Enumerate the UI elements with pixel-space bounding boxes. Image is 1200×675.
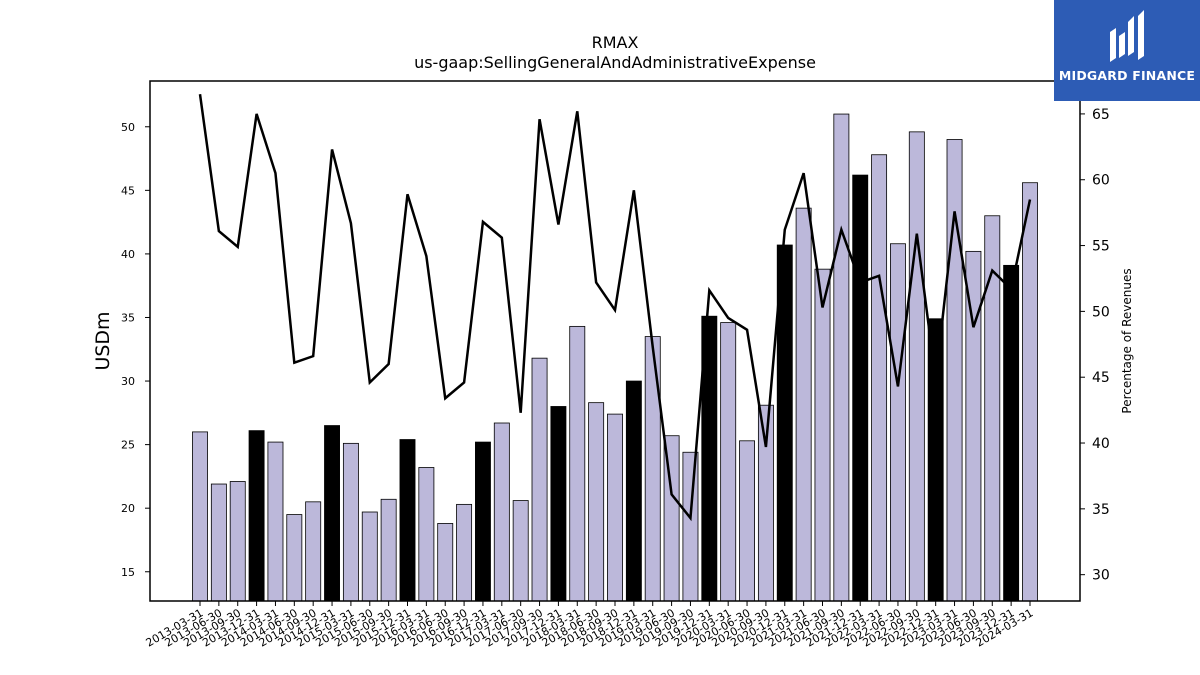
bar bbox=[550, 406, 567, 602]
bar bbox=[965, 250, 982, 602]
bar bbox=[739, 440, 755, 602]
bar bbox=[437, 523, 454, 602]
bar bbox=[305, 501, 322, 602]
y-right-tick-label: 55 bbox=[1092, 239, 1110, 255]
y-left-tick-label: 45 bbox=[121, 184, 135, 197]
bar bbox=[720, 322, 737, 602]
y-axis-left: 15 20 25 30 35 40 45 50 bbox=[121, 121, 150, 579]
bar bbox=[946, 139, 963, 602]
line-series bbox=[198, 93, 1032, 522]
y-right-tick-label: 30 bbox=[1092, 568, 1110, 584]
bar bbox=[418, 467, 435, 602]
y-axis-left-title: USDm bbox=[92, 311, 114, 370]
y-right-tick-label: 50 bbox=[1092, 304, 1110, 320]
bar bbox=[286, 514, 303, 602]
bar bbox=[908, 131, 925, 602]
x-axis: 2013-03-312013-06-302013-09-302013-12-31… bbox=[144, 601, 1036, 650]
bar bbox=[644, 336, 661, 602]
bar bbox=[475, 441, 491, 602]
chart-subtitle: us-gaap:SellingGeneralAndAdministrativeE… bbox=[414, 53, 816, 72]
bar bbox=[833, 113, 850, 602]
bar bbox=[342, 442, 359, 602]
y-right-tick-label: 65 bbox=[1092, 107, 1110, 123]
y-left-tick-label: 25 bbox=[121, 439, 135, 452]
y-left-tick-label: 35 bbox=[121, 311, 135, 324]
bar bbox=[607, 413, 623, 602]
y-right-tick-label: 35 bbox=[1092, 502, 1110, 518]
bar bbox=[380, 498, 397, 602]
bar bbox=[852, 174, 869, 602]
y-left-tick-label: 30 bbox=[121, 375, 135, 388]
y-left-tick-label: 20 bbox=[121, 502, 135, 515]
bar bbox=[569, 325, 586, 602]
bar bbox=[625, 380, 642, 602]
bar bbox=[795, 207, 812, 602]
bar bbox=[493, 422, 510, 602]
line bbox=[198, 93, 1032, 522]
bar bbox=[871, 154, 888, 602]
bar bbox=[927, 318, 944, 602]
bar bbox=[890, 243, 906, 602]
bar bbox=[682, 451, 699, 602]
bar bbox=[210, 483, 227, 602]
y-axis-right-title: Percentage of Revenues bbox=[1120, 268, 1134, 413]
bar bbox=[814, 268, 831, 602]
bar bbox=[267, 441, 284, 602]
y-right-tick-label: 45 bbox=[1092, 370, 1110, 386]
bar bbox=[399, 439, 416, 602]
y-left-tick-label: 15 bbox=[121, 566, 135, 579]
bar bbox=[192, 431, 208, 602]
y-right-tick-label: 60 bbox=[1092, 173, 1110, 189]
logo-text: MIDGARD FINANCE bbox=[1058, 68, 1196, 83]
bar bbox=[531, 357, 548, 602]
y-right-tick-label: 40 bbox=[1092, 436, 1110, 452]
bar bbox=[512, 500, 529, 602]
bar bbox=[324, 425, 340, 602]
y-left-tick-label: 40 bbox=[121, 248, 135, 261]
bar bbox=[1022, 182, 1038, 602]
midgard-finance-logo: MIDGARD FINANCE bbox=[1054, 0, 1200, 101]
chart-title: RMAX bbox=[592, 33, 639, 52]
bar bbox=[229, 481, 246, 602]
bar bbox=[588, 402, 605, 602]
bar bbox=[248, 430, 265, 602]
y-axis-right: 30 35 40 45 50 55 60 65 bbox=[1080, 107, 1110, 584]
bar-series bbox=[192, 113, 1038, 602]
logo-mark-icon bbox=[1110, 10, 1144, 62]
bar bbox=[1003, 264, 1020, 602]
bar bbox=[456, 503, 473, 602]
y-left-tick-label: 50 bbox=[121, 121, 135, 134]
bar bbox=[361, 511, 378, 602]
